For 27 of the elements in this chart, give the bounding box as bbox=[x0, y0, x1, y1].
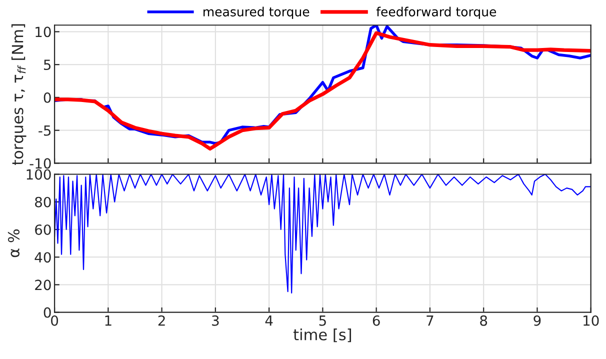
x-tick-label: 4 bbox=[265, 316, 273, 326]
y-axis-title: α % bbox=[8, 229, 20, 258]
x-tick-label: 5 bbox=[319, 316, 326, 326]
y-tick-label: 60 bbox=[35, 224, 51, 235]
y-tick-label: 40 bbox=[34, 252, 51, 263]
y-tick-label: -5 bbox=[38, 125, 51, 136]
y-tick-label: 0 bbox=[44, 92, 51, 103]
x-tick-label: 10 bbox=[584, 315, 599, 326]
x-tick-label: 2 bbox=[158, 315, 165, 326]
y-tick-label: 0 bbox=[44, 307, 51, 318]
x-tick-label: 6 bbox=[372, 315, 380, 326]
y-axis-title: torques τ, τ$_{ff}$ [Nm] bbox=[11, 24, 26, 166]
y-tick-label: -10 bbox=[30, 158, 51, 169]
legend-label: measured torque bbox=[204, 6, 310, 19]
y-tick-label: 5 bbox=[44, 60, 51, 70]
x-tick-label: 0 bbox=[51, 315, 58, 326]
x-tick-label: 3 bbox=[212, 315, 219, 326]
y-tick-label: 100 bbox=[26, 169, 51, 180]
y-tick-label: 20 bbox=[35, 280, 51, 290]
legend-label: feedforward torque bbox=[376, 6, 496, 19]
x-tick-label: 9 bbox=[534, 315, 541, 326]
y-tick-label: 10 bbox=[36, 26, 51, 38]
x-tick-label: 1 bbox=[105, 316, 112, 326]
x-tick-label: 7 bbox=[426, 316, 434, 326]
y-tick-label: 80 bbox=[35, 196, 51, 208]
x-tick-label: 8 bbox=[480, 315, 488, 326]
x-axis-title: time [s] bbox=[293, 328, 352, 342]
